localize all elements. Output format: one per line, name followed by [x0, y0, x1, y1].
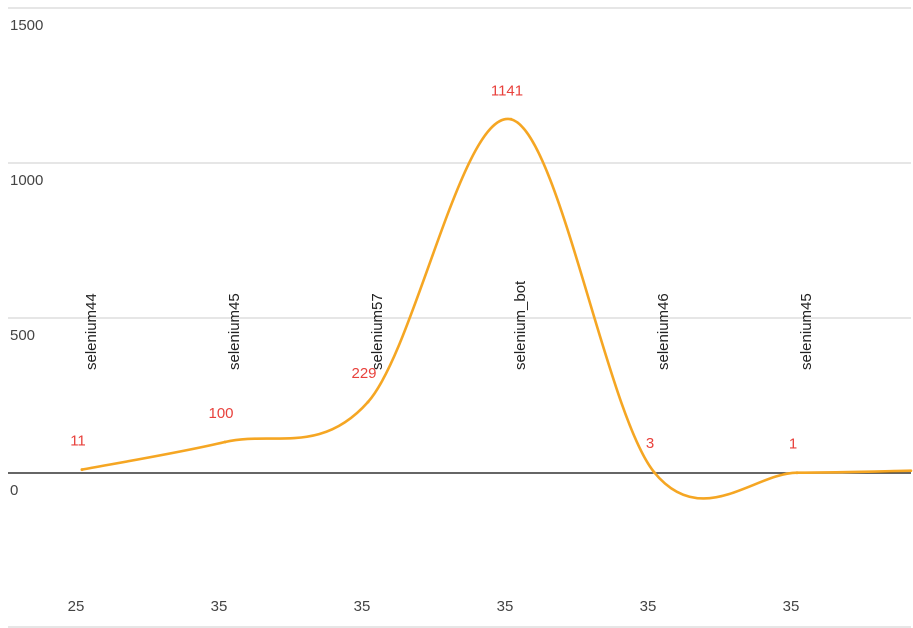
- category-annotation: selenium57: [369, 293, 386, 370]
- x-tick-label: 25: [68, 598, 85, 615]
- data-points: [80, 117, 799, 475]
- x-tick-label: 35: [640, 598, 657, 615]
- data-point: [80, 468, 84, 472]
- data-label: 1141: [491, 82, 523, 99]
- category-annotation: selenium44: [83, 293, 100, 370]
- data-label: 1: [789, 436, 797, 453]
- data-point: [795, 471, 799, 475]
- category-annotations: selenium44 selenium45 selenium57 selenium_b…: [83, 280, 815, 370]
- y-tick-label: 1000: [10, 172, 43, 189]
- category-annotation: selenium45: [226, 293, 243, 370]
- category-annotation: selenium46: [655, 293, 672, 370]
- category-annotation: selenium_bot: [512, 280, 529, 370]
- x-tick-label: 35: [354, 598, 371, 615]
- data-point: [223, 440, 227, 444]
- y-tick-label: 500: [10, 327, 35, 344]
- data-labels: 11 100 229 1141 3 1: [70, 82, 797, 452]
- x-axis-tick-labels: 25 35 35 35 35 35: [68, 598, 800, 615]
- y-axis-tick-labels: 0 500 1000 1500: [10, 17, 43, 499]
- grid-lines: [8, 7, 911, 628]
- data-point: [366, 400, 370, 404]
- data-label: 100: [208, 405, 233, 422]
- series-lines: [80, 117, 913, 500]
- data-label: 3: [646, 435, 654, 452]
- x-tick-label: 35: [211, 598, 228, 615]
- y-tick-label: 0: [10, 482, 18, 499]
- data-label: 229: [351, 365, 376, 382]
- y-tick-label: 1500: [10, 17, 43, 34]
- data-label: 11: [70, 433, 86, 450]
- category-annotation: selenium45: [798, 293, 815, 370]
- x-tick-label: 35: [497, 598, 514, 615]
- series-line: [80, 117, 913, 500]
- data-point: [652, 470, 656, 474]
- x-tick-label: 35: [783, 598, 800, 615]
- data-point: [509, 117, 513, 121]
